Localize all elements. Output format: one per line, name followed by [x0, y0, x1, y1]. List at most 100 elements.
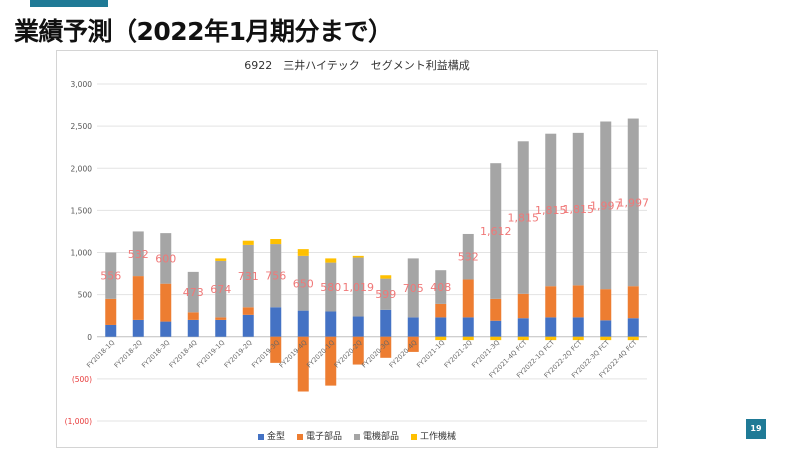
legend-item: 電子部品 [296, 429, 342, 442]
bar-segment-1 [545, 286, 557, 318]
legend-swatch [354, 433, 360, 440]
data-label: 1,815 [508, 212, 540, 225]
data-label: 532 [458, 251, 479, 264]
data-label: 408 [430, 281, 451, 294]
data-label: 556 [100, 270, 121, 283]
accent-bar [30, 0, 108, 7]
x-tick-label: FY2019-1Q [195, 339, 226, 370]
data-label: 731 [238, 270, 259, 283]
bar-segment-2 [490, 163, 502, 299]
bar-segment-0 [572, 317, 584, 337]
data-label: 1,997 [618, 196, 650, 209]
x-tick-label: FY2020-4Q [388, 339, 419, 370]
data-label: 1,997 [590, 199, 622, 212]
legend-label: 電子部品 [305, 432, 342, 442]
y-tick-label: 3,000 [71, 80, 93, 89]
bar-segment-1 [380, 336, 392, 358]
bar-segment-2 [435, 270, 447, 304]
bar-segment-3 [352, 255, 364, 258]
bar-segment-1 [242, 307, 254, 315]
bar-segment-3 [462, 336, 474, 341]
x-tick-label: FY2021-2Q [443, 339, 474, 370]
bar-segment-1 [187, 312, 199, 320]
bar-segment-1 [270, 336, 282, 363]
stacked-bar-chart: (1,000) (500) 0 500 1,000 1,500 2,000 2,500 3,00… [65, 80, 650, 426]
bar-segment-1 [435, 303, 447, 318]
data-label: 705 [403, 282, 424, 295]
bar-segment-3 [380, 275, 392, 279]
bar-segment-0 [627, 318, 639, 337]
page-number: 19 [746, 419, 766, 439]
legend-item: 工作機械 [411, 429, 456, 442]
chart-frame: (1,000) (500) 0 500 1,000 1,500 2,000 2,500 3,00… [56, 50, 658, 448]
bar-segment-0 [297, 310, 309, 337]
bar-segment-3 [215, 258, 227, 261]
bar-segment-0 [352, 316, 364, 337]
legend-swatch [411, 433, 418, 440]
legend-item: 電機部品 [354, 429, 399, 442]
legend-label: 電機部品 [363, 432, 400, 442]
bar-segment-0 [407, 317, 419, 337]
bar-segment-1 [132, 276, 144, 320]
y-tick-label: 500 [78, 291, 93, 300]
bar-segment-0 [105, 324, 117, 337]
data-label: 756 [265, 270, 286, 283]
data-label: 1,815 [535, 204, 567, 217]
bar-segment-0 [132, 319, 144, 337]
bar-segment-0 [600, 320, 612, 337]
bar-segment-2 [545, 133, 557, 287]
bar-segment-2 [600, 121, 612, 290]
bar-segment-3 [297, 249, 309, 256]
slide-title: 業績予測（2022年1月期分まで） [14, 17, 393, 46]
bar-segment-1 [297, 336, 309, 392]
bar-segment-1 [490, 298, 502, 321]
bar-segment-0 [160, 321, 172, 337]
chart-title: 6922 三井ハイテック セグメント利益構成 [244, 59, 470, 72]
bar-segment-3 [627, 336, 639, 341]
bar-segment-0 [380, 309, 392, 337]
chart-legend: 金型 電子部品 電機部品 工作機械 [57, 429, 657, 442]
bar-segment-1 [600, 289, 612, 321]
legend-swatch [296, 433, 303, 440]
y-tick-label: 1,000 [71, 249, 93, 258]
bar-segment-2 [132, 231, 144, 277]
bar-segment-3 [600, 336, 612, 341]
bar-segment-0 [517, 318, 529, 337]
legend-swatch [257, 433, 264, 440]
bar-segment-3 [572, 336, 584, 341]
bar-segment-0 [270, 307, 282, 337]
bar-segment-2 [297, 255, 309, 311]
data-label: 473 [183, 286, 204, 299]
bar-segment-2 [215, 260, 227, 318]
bar-segment-0 [435, 317, 447, 337]
bar-segment-1 [105, 298, 117, 325]
data-label: 650 [293, 277, 314, 290]
bar-segment-1 [325, 336, 337, 386]
bar-segment-2 [187, 271, 199, 313]
bar-segment-2 [105, 252, 117, 299]
bar-segment-2 [325, 262, 337, 312]
bar-segment-3 [242, 240, 254, 245]
data-label: 599 [375, 288, 396, 301]
legend-label: 工作機械 [420, 432, 457, 442]
data-label: 1,612 [480, 225, 512, 238]
bar-segment-3 [517, 336, 529, 341]
bar-segment-2 [242, 244, 254, 308]
y-tick-label: (1,000) [65, 417, 92, 426]
data-label: 674 [210, 283, 231, 296]
y-tick-label: (500) [72, 375, 92, 384]
x-tick-label: FY2021-1Q [415, 339, 446, 370]
bar-segment-0 [462, 317, 474, 337]
bar-segment-2 [627, 118, 639, 287]
bar-segment-2 [352, 257, 364, 317]
bar-segment-2 [407, 258, 419, 318]
bar-segment-2 [462, 233, 474, 280]
bar-segment-0 [187, 319, 199, 337]
y-tick-label: 2,000 [71, 164, 93, 173]
bar-segment-2 [380, 278, 392, 310]
bar-segment-1 [407, 336, 419, 352]
data-label: 532 [128, 248, 149, 261]
bar-segment-0 [325, 311, 337, 337]
bar-segment-0 [215, 319, 227, 337]
data-label: 1,019 [343, 281, 375, 294]
